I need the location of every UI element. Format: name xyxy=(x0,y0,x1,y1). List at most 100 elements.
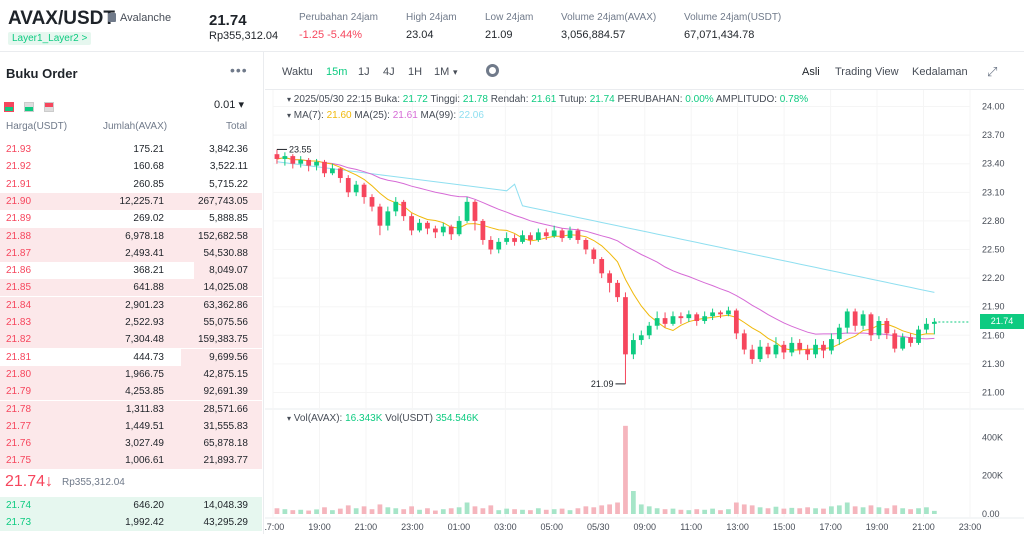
volume-bar xyxy=(931,510,937,514)
view-bids-icon[interactable] xyxy=(24,102,34,112)
orderbook-row[interactable]: 21.92 160.68 3,522.11 xyxy=(0,158,262,175)
volume-bar xyxy=(575,508,581,514)
depth-bar xyxy=(0,497,262,514)
last-price-tag: 21.74 xyxy=(980,314,1024,329)
orderbook-row[interactable]: 21.89 269.02 5,888.85 xyxy=(0,210,262,227)
interval-more-icon[interactable]: ▾ xyxy=(453,67,458,77)
coin-name[interactable]: Avalanche xyxy=(108,12,171,24)
candle-body xyxy=(353,184,359,193)
row-price: 21.84 xyxy=(6,299,32,311)
candle-body xyxy=(393,201,399,212)
col-total: Total xyxy=(226,121,248,132)
orderbook-row[interactable]: 21.79 4,253.85 92,691.39 xyxy=(0,383,262,401)
candle-body xyxy=(488,239,494,250)
volume-bar xyxy=(662,509,668,514)
row-amount: 260.85 xyxy=(133,178,164,190)
volume-bar xyxy=(472,506,478,514)
row-total: 3,522.11 xyxy=(209,161,248,173)
category-tag[interactable]: Layer1_Layer2 > xyxy=(8,32,92,45)
stat-label-change: Perubahan 24jam xyxy=(299,12,378,23)
candle-body xyxy=(931,321,937,324)
orderbook-row[interactable]: 21.82 7,304.48 159,383.75 xyxy=(0,331,262,349)
time-tick: 19:00 xyxy=(308,522,331,532)
ma99-label: MA(99): xyxy=(420,110,457,121)
price-tick: 24.00 xyxy=(982,102,1005,112)
row-amount: 1,966.75 xyxy=(125,368,164,380)
candle-body xyxy=(749,349,755,360)
precision-select[interactable]: 0.01 ▾ xyxy=(214,99,244,111)
time-tick: 23:00 xyxy=(959,522,982,532)
volume-bar xyxy=(567,510,573,514)
volume-bar xyxy=(559,508,565,514)
candle-body xyxy=(496,241,502,250)
candle-body xyxy=(773,344,779,355)
orderbook-row[interactable]: 21.73 1,992.42 43,295.29 xyxy=(0,514,262,532)
candle-body xyxy=(615,282,620,298)
depth-bar xyxy=(0,227,262,245)
orderbook-row[interactable]: 21.83 2,522.93 55,075.56 xyxy=(0,314,262,331)
view-asli[interactable]: Asli xyxy=(802,66,820,78)
candle-body xyxy=(726,310,731,315)
ma-legend: ▾ MA(7): 21.60 MA(25): 21.61 MA(99): 22.… xyxy=(287,110,484,121)
vol-label: Vol(AVAX): xyxy=(293,413,343,424)
col-amount: Jumlah(AVAX) xyxy=(103,121,168,132)
row-amount: 1,006.61 xyxy=(125,455,164,467)
last-price: 21.74 xyxy=(209,12,247,29)
pair-title[interactable]: AVAX/USDT xyxy=(8,8,115,29)
time-tick: 17:00 xyxy=(265,522,284,532)
orderbook-row[interactable]: 21.91 260.85 5,715.22 xyxy=(0,176,262,193)
interval-1j[interactable]: 1J xyxy=(358,66,370,78)
candlestick-chart[interactable]: 24.00 23.70 23.40 23.10 22.80 22.50 22.20 21.90… xyxy=(265,52,1024,534)
view-asks-icon[interactable] xyxy=(44,102,54,112)
ma7-line xyxy=(276,156,935,351)
row-price: 21.79 xyxy=(6,386,32,398)
orderbook-row[interactable]: 21.74 646.20 14,048.39 xyxy=(0,497,262,514)
orderbook-row[interactable]: 21.87 2,493.41 54,530.88 xyxy=(0,244,262,262)
orderbook-row[interactable]: 21.80 1,966.75 42,875.15 xyxy=(0,365,262,383)
orderbook-row[interactable]: 21.78 1,311.83 28,571.66 xyxy=(0,400,262,418)
view-both-icon[interactable] xyxy=(4,102,14,112)
legend-open-label: Buka: xyxy=(374,94,401,105)
orderbook-row[interactable]: 21.88 6,978.18 152,682.58 xyxy=(0,227,262,245)
volume-bar xyxy=(448,508,454,514)
fullscreen-icon[interactable]: ⤢ xyxy=(987,64,998,79)
more-icon[interactable]: ••• xyxy=(230,62,248,78)
interval-4j[interactable]: 4J xyxy=(383,66,395,78)
candle-body xyxy=(916,329,921,343)
ma-toggle-icon[interactable]: ▾ xyxy=(287,111,292,120)
candle-body xyxy=(330,168,335,174)
view-depth[interactable]: Kedalaman xyxy=(912,66,968,78)
interval-1m[interactable]: 1M xyxy=(434,66,450,78)
volume-bar xyxy=(884,508,890,514)
orderbook-row[interactable]: 21.81 444.73 9,699.56 xyxy=(0,348,262,366)
orderbook-row[interactable]: 21.77 1,449.51 31,555.83 xyxy=(0,417,262,435)
row-total: 21,893.77 xyxy=(203,455,249,467)
row-total: 31,555.83 xyxy=(203,420,249,432)
vol-toggle-icon[interactable]: ▾ xyxy=(287,414,292,423)
volume-bar xyxy=(551,509,557,514)
candle-body xyxy=(409,216,414,231)
interval-15m[interactable]: 15m xyxy=(326,66,348,78)
orderbook-row[interactable]: 21.93 175.21 3,842.36 xyxy=(0,141,262,158)
volume-bar xyxy=(623,425,628,514)
candle-body xyxy=(298,159,304,164)
orderbook-row[interactable]: 21.90 12,225.71 267,743.05 xyxy=(0,192,262,210)
candle-body xyxy=(805,349,811,355)
orderbook-row[interactable]: 21.85 641.88 14,025.08 xyxy=(0,279,262,297)
candle-body xyxy=(543,232,549,237)
price-tick: 22.50 xyxy=(982,245,1005,255)
interval-1h[interactable]: 1H xyxy=(408,66,423,78)
view-tradingview[interactable]: Trading View xyxy=(835,66,899,78)
gear-icon[interactable] xyxy=(486,64,499,77)
legend-amplitude-label: AMPLITUDO: xyxy=(715,94,778,105)
orderbook-row[interactable]: 21.84 2,901.23 63,362.86 xyxy=(0,296,262,314)
orderbook-row[interactable]: 21.76 3,027.49 65,878.18 xyxy=(0,435,262,453)
time-tick: 09:00 xyxy=(633,522,656,532)
legend-toggle-icon[interactable]: ▾ xyxy=(287,95,292,104)
orderbook-row[interactable]: 21.86 368.21 8,049.07 xyxy=(0,262,262,280)
volume-bar xyxy=(306,510,312,514)
volume-bar xyxy=(377,504,383,514)
orderbook-row[interactable]: 21.75 1,006.61 21,893.77 xyxy=(0,452,262,470)
candle-body xyxy=(575,230,581,240)
depth-bar xyxy=(0,244,262,262)
